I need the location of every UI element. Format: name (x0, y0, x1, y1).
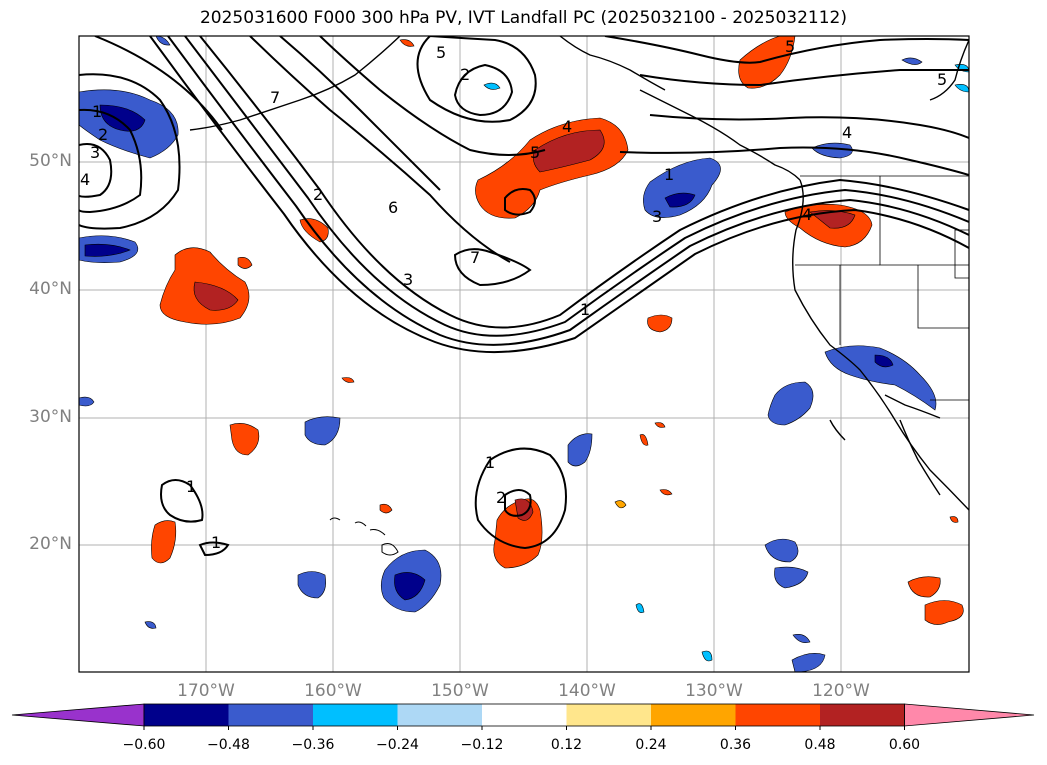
contour-label: 1 (485, 453, 495, 472)
contour-label: 5 (785, 37, 795, 56)
lat-label-20n: 20°N (29, 534, 72, 554)
colorbar-segment (144, 704, 229, 726)
contour-label: 1 (186, 477, 196, 496)
positive-anomaly-regions (151, 36, 964, 625)
contour-label: 3 (403, 270, 413, 289)
contour-label: 5 (530, 143, 540, 162)
contour-label: 4 (802, 205, 812, 224)
contour-label: 1 (580, 300, 590, 319)
colorbar-outline (143, 703, 905, 727)
contour-labels: 2 5 4 7 2 6 3 7 1 1 2 1 1 4 5 4 5 1 3 5 … (80, 37, 947, 552)
coastlines (189, 36, 969, 511)
pv-contours (79, 36, 969, 557)
colorbar (11, 703, 1035, 730)
colorbar-extend-low (11, 703, 145, 727)
lat-label-40n: 40°N (29, 279, 72, 299)
contour-label: 2 (460, 65, 470, 84)
colorbar-tick-label: −0.12 (460, 737, 504, 753)
political-borders (795, 175, 969, 401)
colorbar-tick-label: −0.24 (376, 737, 419, 753)
colorbar-segment (228, 704, 313, 726)
colorbar-segment (651, 704, 736, 726)
contour-label: 5 (436, 43, 446, 62)
colorbar-tick-label: −0.60 (122, 737, 166, 753)
contour-label: 2 (496, 488, 506, 507)
colorbar-tick-label: 0.48 (804, 737, 836, 753)
lat-label-30n: 30°N (29, 407, 72, 427)
colorbar-segment (482, 704, 567, 726)
colorbar-tick-label: 0.36 (719, 737, 752, 753)
negative-anomaly-regions (79, 36, 969, 672)
map-background (79, 36, 969, 672)
colorbar-extend-high (904, 703, 1035, 727)
colorbar-tick-label: −0.36 (291, 737, 335, 753)
contour-label: 7 (470, 248, 480, 267)
lon-label-130w: 130°W (685, 681, 743, 701)
contour-label: 6 (388, 198, 398, 217)
contour-label: 2 (98, 125, 108, 144)
lon-label-170w: 170°W (177, 681, 235, 701)
colorbar-tick-label: −0.48 (207, 737, 250, 753)
colorbar-segment (313, 704, 398, 726)
contour-label: 5 (937, 70, 947, 89)
colorbar-segment (566, 704, 651, 726)
contour-label: 4 (842, 123, 852, 142)
colorbar-segment (735, 704, 820, 726)
colorbar-segment (820, 704, 905, 726)
lon-label-140w: 140°W (558, 681, 616, 701)
colorbar-segment (397, 704, 482, 726)
lon-label-150w: 150°W (431, 681, 489, 701)
colorbar-tick-label: 0.60 (888, 737, 921, 753)
contour-label: 4 (80, 170, 90, 189)
lon-label-160w: 160°W (304, 681, 362, 701)
hawaii-islands (329, 517, 399, 556)
lon-label-120w: 120°W (812, 681, 870, 701)
colorbar-tick-label: 0.24 (635, 737, 667, 753)
lat-label-50n: 50°N (29, 151, 72, 171)
contour-label: 1 (664, 165, 674, 184)
contour-label: 1 (92, 102, 102, 121)
contour-label: 4 (562, 117, 572, 136)
contour-label: 7 (270, 88, 280, 107)
colorbar-tick-label: 0.12 (550, 737, 583, 753)
plot-title: 2025031600 F000 300 hPa PV, IVT Landfall… (199, 8, 847, 28)
contour-label: 3 (652, 207, 662, 226)
contour-label: 3 (90, 143, 100, 162)
map-border (78, 35, 970, 673)
contour-label: 1 (211, 533, 221, 552)
contour-label: 2 (313, 185, 323, 204)
